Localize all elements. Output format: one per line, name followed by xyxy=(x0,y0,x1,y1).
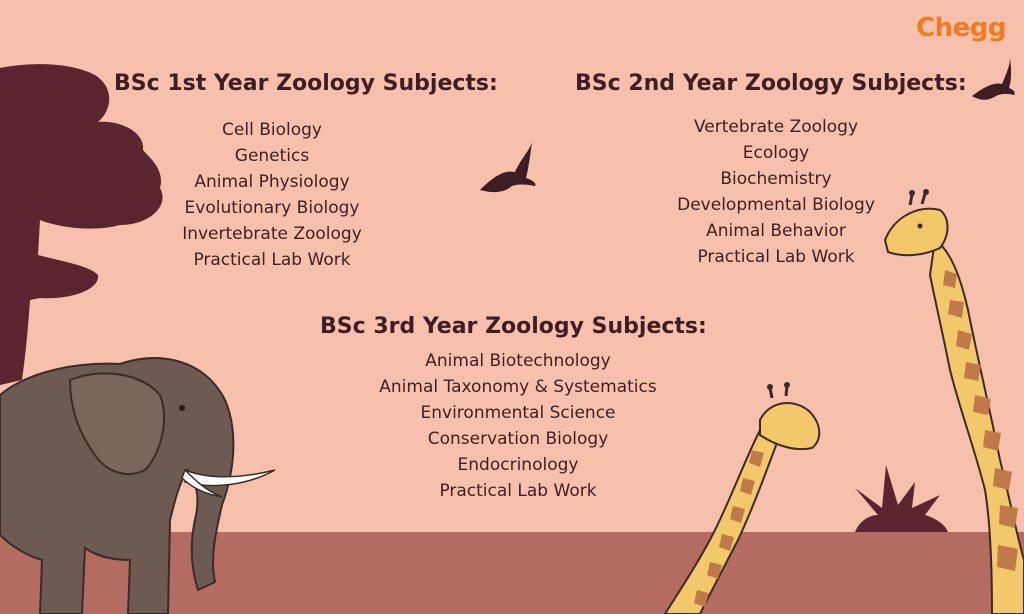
ground xyxy=(0,532,1024,614)
year3-heading: BSc 3rd Year Zoology Subjects: xyxy=(320,314,707,339)
tree-silhouette xyxy=(0,64,163,386)
bird xyxy=(972,58,1015,100)
chegg-logo: Chegg xyxy=(916,13,1006,43)
year2-heading: BSc 2nd Year Zoology Subjects: xyxy=(575,71,967,96)
list-item: Practical Lab Work xyxy=(439,481,597,501)
list-item: Animal Behavior xyxy=(706,221,846,241)
list-item: Biochemistry xyxy=(720,169,832,189)
list-item: Animal Taxonomy & Systematics xyxy=(379,377,657,397)
giraffe-large xyxy=(883,189,1024,614)
year1-heading: BSc 1st Year Zoology Subjects: xyxy=(114,71,498,96)
list-item: Cell Biology xyxy=(222,120,322,140)
list-item: Conservation Biology xyxy=(427,429,609,449)
list-item: Practical Lab Work xyxy=(697,247,855,267)
list-item: Animal Biotechnology xyxy=(425,351,611,371)
year2-subject-list: Vertebrate Zoology Ecology Biochemistry … xyxy=(660,114,892,270)
bird xyxy=(480,142,536,193)
giraffe-small xyxy=(663,382,821,614)
year3-subject-list: Animal Biotechnology Animal Taxonomy & S… xyxy=(340,348,696,504)
list-item: Practical Lab Work xyxy=(193,250,351,270)
list-item: Developmental Biology xyxy=(677,195,875,215)
list-item: Environmental Science xyxy=(420,403,616,423)
list-item: Vertebrate Zoology xyxy=(693,117,859,137)
list-item: Endocrinology xyxy=(457,455,579,475)
shrub xyxy=(855,465,948,532)
list-item: Genetics xyxy=(234,146,310,166)
list-item: Ecology xyxy=(742,143,810,163)
list-item: Invertebrate Zoology xyxy=(182,224,362,244)
list-item: Animal Physiology xyxy=(194,172,350,192)
list-item: Evolutionary Biology xyxy=(184,198,360,218)
elephant xyxy=(0,357,276,614)
year1-subject-list: Cell Biology Genetics Animal Physiology … xyxy=(158,117,386,273)
